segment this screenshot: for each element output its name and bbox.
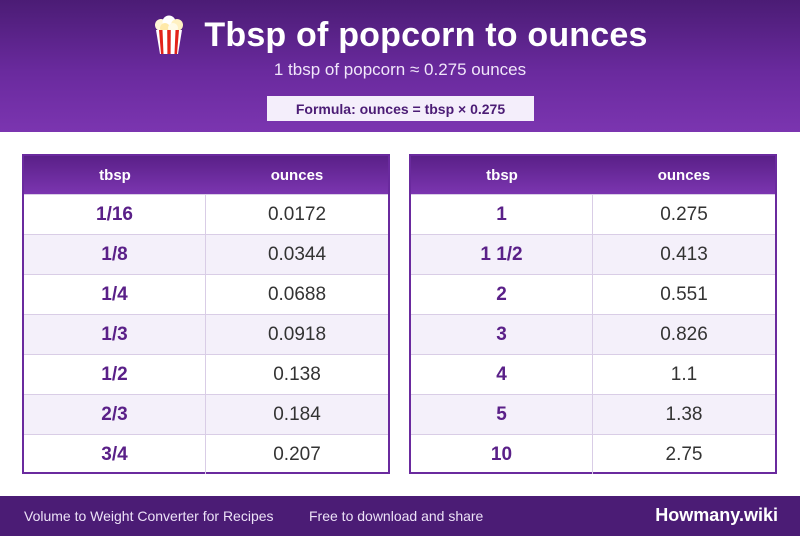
tbsp-cell: 2/3: [24, 395, 206, 434]
page-title: Tbsp of popcorn to ounces: [204, 15, 648, 54]
tbsp-cell: 1/8: [24, 235, 206, 274]
brand-logo[interactable]: Howmany.wiki: [655, 505, 778, 525]
column-header-tbsp: tbsp: [486, 166, 518, 184]
tbsp-cell: 3/4: [24, 435, 206, 474]
ounces-cell: 0.0918: [267, 323, 327, 345]
table-row: 1/2 0.138: [24, 354, 388, 394]
ounces-cell: 0.0172: [267, 203, 327, 225]
table-row: 10 2.75: [411, 434, 775, 474]
ounces-cell: 0.138: [273, 363, 321, 385]
table-row: 1 1/2 0.413: [411, 234, 775, 274]
column-header-tbsp: tbsp: [99, 166, 131, 184]
footer-bar: Volume to Weight Converter for Recipes F…: [0, 496, 800, 536]
ounces-cell: 0.184: [273, 403, 321, 425]
tbsp-cell: 1 1/2: [411, 235, 593, 274]
table-row: 5 1.38: [411, 394, 775, 434]
table-row: 1/16 0.0172: [24, 194, 388, 234]
tbsp-cell: 2: [411, 275, 593, 314]
ounces-cell: 0.275: [660, 203, 708, 225]
table-row: 3/4 0.207: [24, 434, 388, 474]
table-row: 1/8 0.0344: [24, 234, 388, 274]
table-row: 1/3 0.0918: [24, 314, 388, 354]
tbsp-cell: 1/4: [24, 275, 206, 314]
table-row: 2 0.551: [411, 274, 775, 314]
header-banner: Tbsp of popcorn to ounces 1 tbsp of popc…: [0, 0, 800, 132]
tbsp-cell: 4: [411, 355, 593, 394]
ounces-cell: 0.0344: [267, 243, 327, 265]
conversion-table-left: tbsp ounces 1/16 0.0172 1/8 0.0344 1/4 0…: [22, 154, 390, 474]
conversion-table-right: tbsp ounces 1 0.275 1 1/2 0.413 2 0.551 …: [409, 154, 777, 474]
conversion-summary: 1 tbsp of popcorn ≈ 0.275 ounces: [273, 60, 527, 79]
tbsp-cell: 1/2: [24, 355, 206, 394]
tbsp-cell: 1/16: [24, 195, 206, 234]
ounces-cell: 1.38: [665, 403, 703, 425]
ounces-cell: 0.551: [660, 283, 708, 305]
tbsp-cell: 1/3: [24, 315, 206, 354]
ounces-cell: 0.207: [273, 443, 321, 465]
table-header: tbsp ounces: [24, 156, 388, 194]
table-row: 1 0.275: [411, 194, 775, 234]
formula-badge: Formula: ounces = tbsp × 0.275: [267, 96, 534, 121]
table-row: 3 0.826: [411, 314, 775, 354]
tbsp-cell: 5: [411, 395, 593, 434]
footer-converter-link[interactable]: Volume to Weight Converter for Recipes: [24, 508, 274, 524]
table-header: tbsp ounces: [411, 156, 775, 194]
table-row: 2/3 0.184: [24, 394, 388, 434]
footer-share-note: Free to download and share: [309, 508, 484, 524]
tbsp-cell: 1: [411, 195, 593, 234]
ounces-cell: 0.413: [660, 243, 708, 265]
popcorn-icon: [152, 15, 186, 55]
ounces-cell: 2.75: [665, 443, 703, 465]
ounces-cell: 1.1: [670, 363, 698, 385]
table-row: 1/4 0.0688: [24, 274, 388, 314]
title-row: Tbsp of popcorn to ounces: [0, 12, 800, 58]
column-header-ounces: ounces: [657, 166, 711, 184]
tbsp-cell: 3: [411, 315, 593, 354]
table-row: 4 1.1: [411, 354, 775, 394]
ounces-cell: 0.0688: [267, 283, 327, 305]
tbsp-cell: 10: [411, 435, 593, 474]
column-header-ounces: ounces: [270, 166, 324, 184]
ounces-cell: 0.826: [660, 323, 708, 345]
